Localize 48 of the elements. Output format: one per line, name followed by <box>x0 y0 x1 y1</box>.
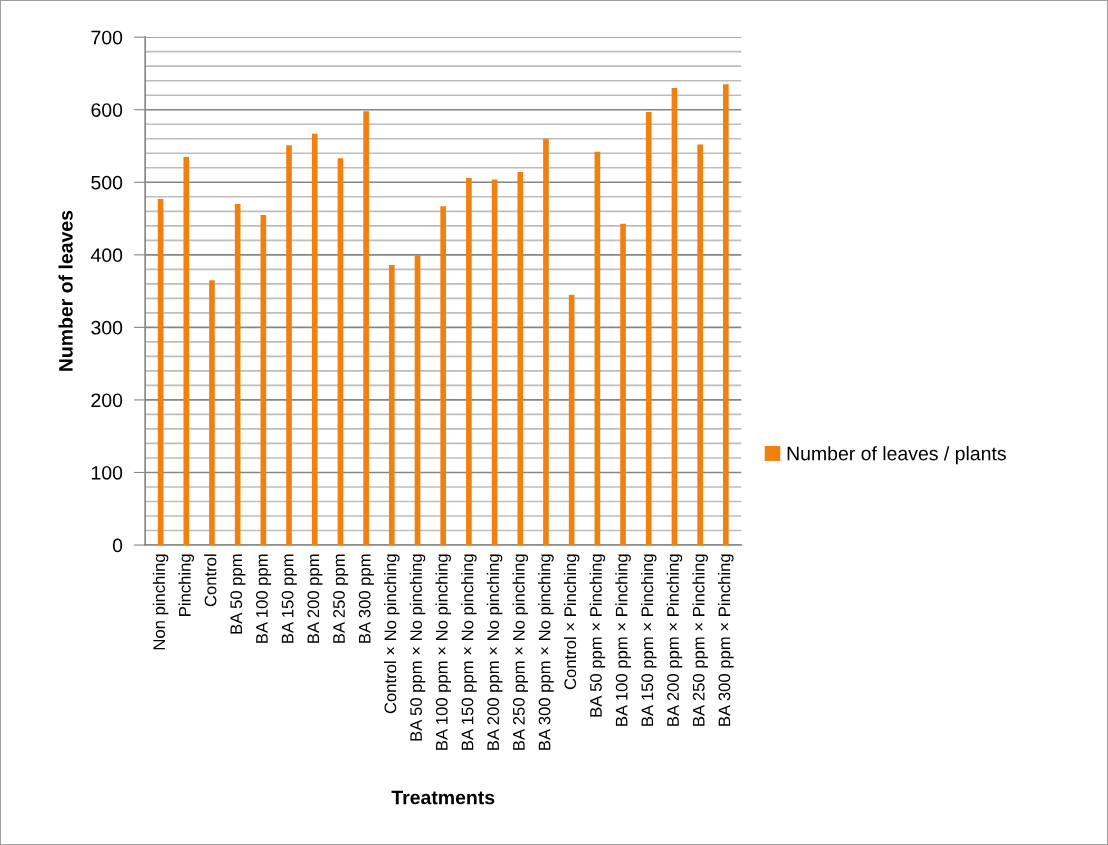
y-tick-label: 0 <box>112 538 123 553</box>
x-tick-label: Control × No pinching <box>384 554 400 714</box>
legend-label: Number of leaves / plants <box>787 446 1006 465</box>
x-tick-label: BA 100 ppm × No pinching <box>435 554 451 750</box>
x-tick-label: BA 300 ppm × Pinching <box>718 554 734 726</box>
y-tick-label: 300 <box>91 320 123 335</box>
bar <box>388 264 395 546</box>
bar <box>440 206 447 546</box>
x-tick-label: BA 100 ppm <box>256 554 272 643</box>
x-tick-label: BA 300 ppm × No pinching <box>538 554 554 750</box>
x-tick-label: Control <box>204 554 217 607</box>
y-tick-label: 200 <box>91 393 123 408</box>
x-tick-label: BA 300 ppm <box>358 554 374 643</box>
x-tick-label: BA 50 ppm <box>230 554 246 634</box>
x-tick-label: BA 50 ppm × No pinching <box>409 554 426 741</box>
bar <box>543 138 549 546</box>
y-tick-label: 500 <box>91 175 123 190</box>
x-tick-label: BA 200 ppm × Pinching <box>666 554 683 726</box>
x-tick-label: BA 200 ppm <box>307 554 323 643</box>
x-tick-label: Pinching <box>178 554 195 616</box>
y-tick-label: 100 <box>91 465 123 480</box>
x-tick-label: BA 50 ppm × Pinching <box>589 554 606 717</box>
y-tick-label: 700 <box>91 30 123 45</box>
x-tick-label: BA 200 ppm × No pinching <box>486 554 503 750</box>
bar <box>723 84 729 546</box>
x-tick-label: BA 150 ppm × Pinching <box>640 554 657 726</box>
x-tick-label: Control × Pinching <box>563 554 580 690</box>
y-tick-label: 400 <box>90 248 123 263</box>
bar <box>645 111 652 546</box>
x-tick-label: BA 100 ppm × Pinching <box>615 554 631 726</box>
y-axis-title: Number of leaves <box>58 210 73 371</box>
bar <box>209 280 215 546</box>
bar <box>620 223 626 546</box>
x-tick-label: BA 250 ppm × No pinching <box>512 554 529 750</box>
y-tick-label: 600 <box>91 103 123 117</box>
bar <box>363 111 369 546</box>
x-tick-label: Non pinching <box>152 554 169 650</box>
bar <box>697 144 703 546</box>
x-axis-title: Treatments <box>391 790 495 805</box>
bar <box>183 156 190 546</box>
bar <box>311 133 318 546</box>
x-tick-label: BA 250 ppm × Pinching <box>692 554 708 726</box>
x-tick-label: BA 150 ppm <box>281 554 297 643</box>
x-tick-label: BA 150 ppm × No pinching <box>461 554 477 750</box>
bar <box>286 145 292 546</box>
bar <box>517 172 524 546</box>
x-tick-label: BA 250 ppm <box>333 554 349 643</box>
bar <box>466 177 472 546</box>
